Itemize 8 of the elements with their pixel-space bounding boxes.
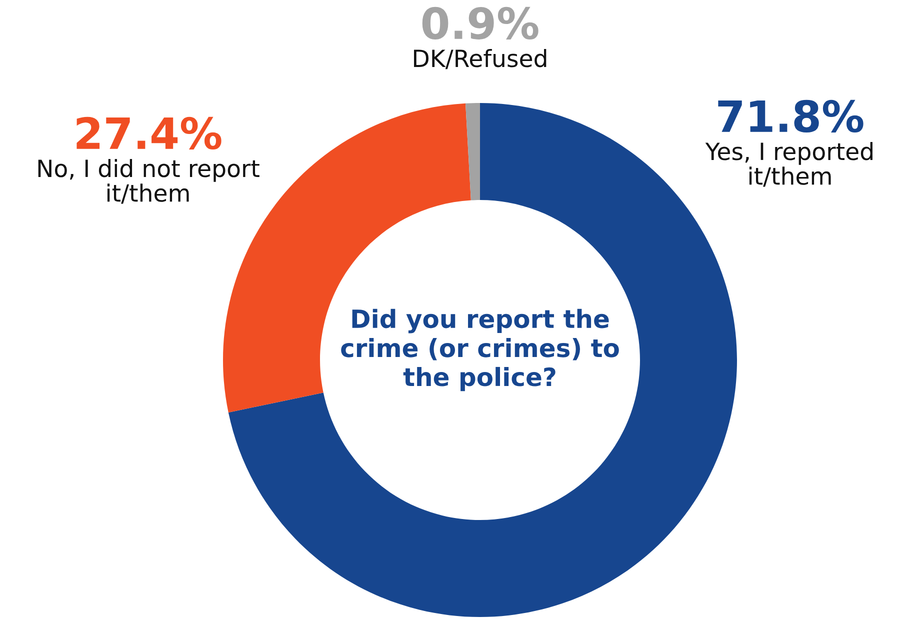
data-label: 27.4% [76,116,222,150]
text: Did you report the crime (or crimes) to the police? [341,308,619,392]
data-label: 0.9% [422,6,538,40]
slice-label: DK/Refused [414,49,546,70]
donut-slice [465,103,480,200]
slice-label: Yes, I reported it/them [705,142,872,187]
slice-label: No, I did not report it/them [38,159,260,204]
data-label: 71.8% [718,100,864,132]
